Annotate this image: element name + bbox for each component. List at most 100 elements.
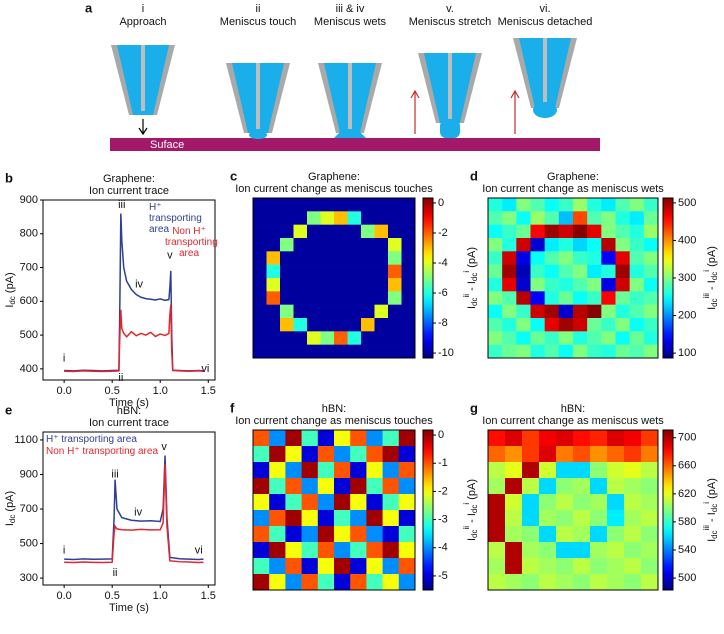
heatmap-cell (293, 331, 308, 345)
heatmap-cell (269, 542, 286, 559)
heatmap-cell (643, 344, 659, 359)
heatmap-cell (301, 430, 319, 447)
heatmap-cell (388, 211, 402, 225)
heatmap-cell (382, 526, 400, 543)
heatmap-cell (558, 278, 574, 292)
heatmap-cell (587, 211, 602, 225)
heatmap-cell (317, 462, 335, 479)
heatmap-cell (643, 198, 659, 212)
heatmap-cell (320, 224, 335, 239)
step-numeral: vi. (540, 3, 551, 15)
heatmap-cell (253, 558, 270, 575)
colorbar-tick-label: -3 (438, 513, 448, 525)
chart-title: hBN: (322, 403, 346, 415)
heatmap-cell (334, 526, 351, 543)
meniscus (249, 131, 267, 139)
colorbar-tick-label: 540 (678, 544, 696, 556)
y-tick-label: 800 (20, 228, 38, 240)
heatmap-cell (266, 198, 281, 212)
heatmap-cell (253, 478, 270, 495)
chart-subtitle: Ion current change as meniscus touches (235, 415, 433, 427)
heatmap-cell (301, 478, 319, 495)
heatmap-cell (615, 238, 630, 252)
x-tick-label: 1.0 (153, 385, 168, 397)
label-part: (pA) (4, 491, 16, 515)
heatmap-cell (293, 278, 308, 292)
heatmap-cell (607, 478, 625, 495)
plot-frame (252, 197, 416, 359)
heatmap-cell (522, 494, 540, 511)
heatmap-cell (624, 446, 642, 463)
heatmap-cell (320, 238, 335, 252)
heatmap-cell (607, 494, 625, 511)
heatmap-cell (253, 318, 267, 332)
heatmap-cell (615, 264, 630, 279)
heatmap-cell (544, 318, 560, 332)
heatmap-cell (253, 238, 267, 252)
heatmap-cell (334, 304, 348, 319)
heatmap-cell (366, 558, 383, 575)
heatmap-cell (382, 558, 400, 575)
heatmap-cell (502, 318, 517, 332)
heatmap-cell (301, 542, 319, 559)
heatmap-cell (361, 224, 375, 239)
heatmap-cell (573, 211, 588, 225)
chart-subtitle: Ion current trace (89, 185, 169, 197)
heatmap-cell (293, 211, 308, 225)
chart-title: hBN: (561, 403, 585, 415)
heatmap-cell (530, 344, 545, 359)
heatmap-cell (366, 478, 383, 495)
heatmap-cell (505, 478, 523, 495)
heatmap-cell (488, 318, 503, 332)
heatmap-cell (530, 278, 545, 292)
heatmap-cell (488, 331, 503, 345)
heatmap-cell (334, 211, 348, 225)
heatmap-cell (558, 224, 574, 239)
heatmap-cell (590, 510, 608, 527)
heatmap-cell (269, 430, 286, 447)
heatmap-cell (361, 291, 375, 305)
step-label: Meniscus stretch (409, 16, 492, 28)
colorbar-tick-label: 500 (678, 197, 696, 209)
heatmap-cell (347, 304, 362, 319)
heatmap-cell (539, 462, 557, 479)
heatmap-cell (382, 510, 400, 527)
heatmap-cell (317, 494, 335, 511)
heatmap-cell (374, 318, 389, 332)
x-tick-label: 0.0 (56, 385, 71, 397)
heatmap-cell (590, 494, 608, 511)
heatmap-cell (285, 430, 302, 447)
heatmap-cell (558, 264, 574, 279)
heatmap-cell (253, 494, 270, 511)
heatmap-cell (317, 446, 335, 463)
heatmap-cell (502, 264, 517, 279)
heatmap-cell (301, 446, 319, 463)
heatmap-cell (615, 318, 630, 332)
heatmap-cell (516, 291, 531, 305)
heatmap-cell (573, 278, 588, 292)
heatmap-cell (280, 291, 294, 305)
label-part: I (4, 305, 16, 308)
step-numeral: iii & iv (336, 3, 365, 15)
heatmap-cell (366, 462, 383, 479)
heatmap-cell (350, 462, 367, 479)
heatmap-cell (505, 558, 523, 575)
heatmap-cell (293, 198, 308, 212)
panel-label: g (470, 400, 478, 415)
heatmap-cell (266, 304, 281, 319)
heatmap-cell (374, 211, 389, 225)
heatmap-cell (488, 430, 506, 447)
heatmap-cell (558, 304, 574, 319)
axis-label: Idcii - Idci (pA) (462, 479, 479, 541)
heatmap-cell (522, 542, 540, 559)
heatmap-cell (269, 478, 286, 495)
heatmap-cell (558, 291, 574, 305)
heatmap-cell (587, 291, 602, 305)
heatmap-cell (398, 542, 416, 559)
heatmap-cell (502, 251, 517, 265)
heatmap-cell (516, 224, 531, 239)
heatmap-cell (544, 344, 560, 359)
heatmap-cell (307, 344, 321, 359)
heatmap-cell (320, 331, 335, 345)
heatmap-cell (643, 238, 659, 252)
